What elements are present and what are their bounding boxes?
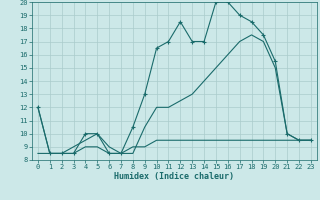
X-axis label: Humidex (Indice chaleur): Humidex (Indice chaleur) [115,172,234,181]
